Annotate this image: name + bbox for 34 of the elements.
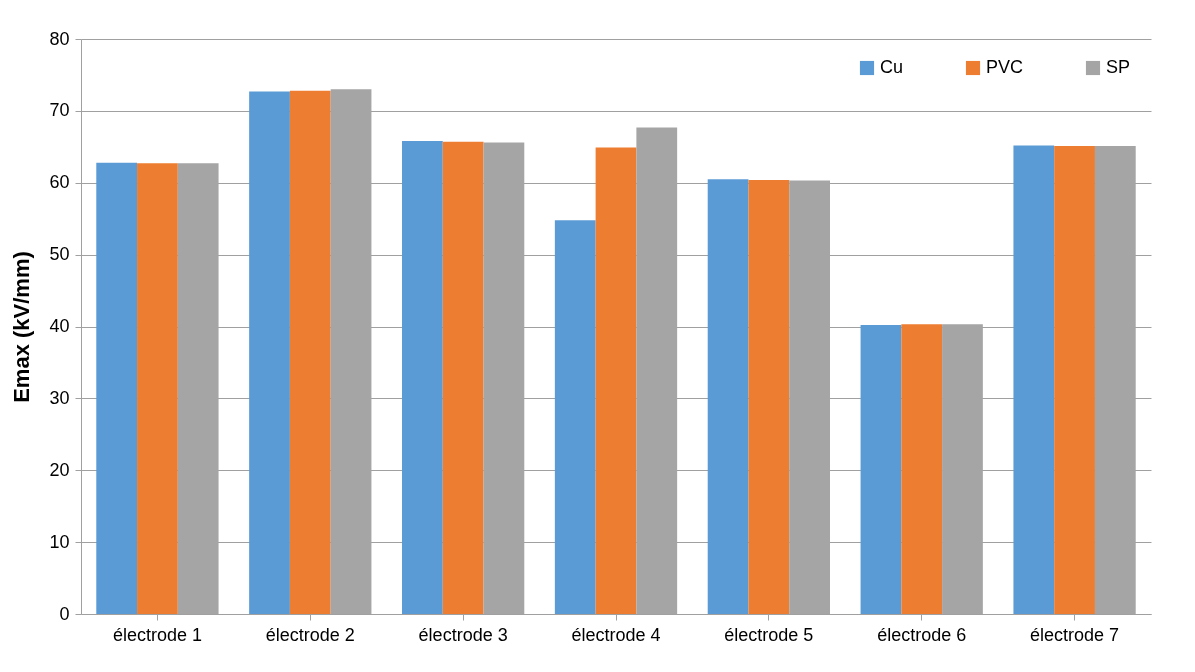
bar: [595, 147, 637, 614]
bar: [748, 179, 790, 614]
x-tick-label: électrode 6: [877, 624, 967, 645]
y-tick-label: 70: [49, 100, 70, 121]
bar: [554, 220, 596, 614]
bar: [707, 179, 749, 614]
bar: [289, 90, 331, 614]
x-tick-label: électrode 3: [418, 624, 508, 645]
bar: [1054, 146, 1095, 614]
bar: [860, 325, 902, 614]
y-tick-label: 40: [49, 316, 70, 336]
y-tick-label: 30: [49, 387, 70, 408]
x-tick-label: électrode 5: [724, 624, 814, 645]
x-tick-label: électrode 4: [571, 624, 661, 645]
bar: [442, 141, 484, 614]
y-tick-label: 80: [49, 28, 70, 49]
bar: [1013, 145, 1055, 614]
x-tick-label: électrode 7: [1030, 624, 1120, 645]
bar: [901, 324, 943, 614]
y-axis-title: Emax (kV/mm): [9, 251, 35, 403]
x-tick-label: électrode 1: [112, 624, 202, 645]
bar: [96, 162, 138, 614]
y-tick-label: 0: [59, 603, 70, 624]
y-tick-label: 10: [49, 531, 70, 552]
legend-label: PVC: [986, 57, 1024, 77]
y-tick-label: 50: [49, 244, 70, 265]
y-tick-label: 60: [49, 172, 70, 193]
legend-label: Cu: [880, 57, 904, 77]
y-tick-label: 20: [49, 459, 70, 480]
legend-label: SP: [1106, 57, 1131, 77]
bar: [402, 141, 443, 614]
x-tick-label: électrode 2: [265, 624, 355, 645]
bar: [249, 91, 290, 614]
bar: [137, 163, 178, 614]
